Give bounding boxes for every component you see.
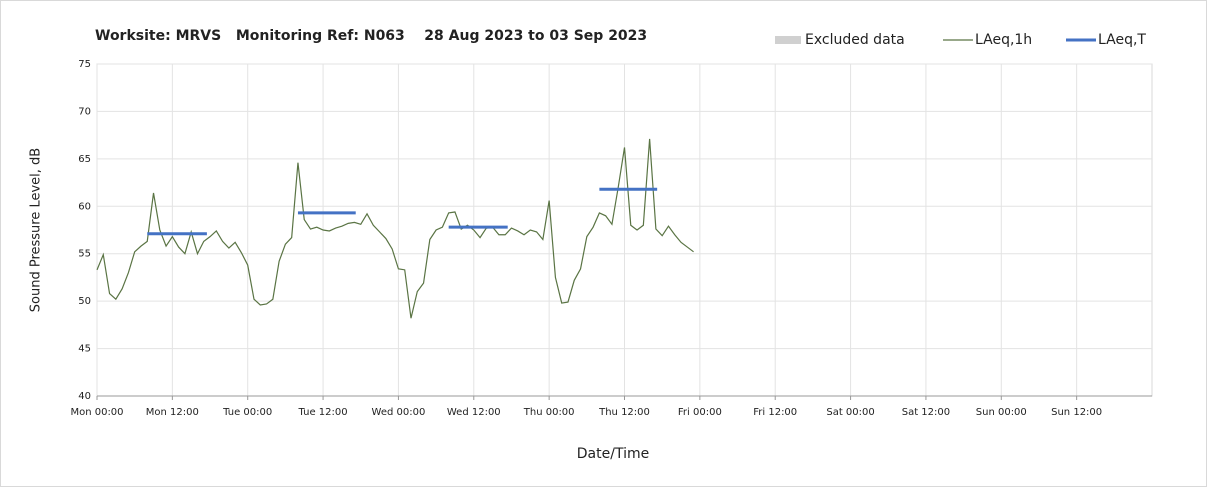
x-tick-label: Thu 00:00 <box>523 407 575 418</box>
y-tick-label: 50 <box>78 296 91 307</box>
x-tick-label: Sun 00:00 <box>976 407 1027 418</box>
y-tick-label: 40 <box>78 391 91 402</box>
x-tick-label: Wed 12:00 <box>447 407 501 418</box>
x-tick-label: Sat 00:00 <box>826 407 874 418</box>
x-axis-label: Date/Time <box>577 446 649 462</box>
x-tick-label: Sun 12:00 <box>1051 407 1102 418</box>
x-tick-label: Fri 12:00 <box>753 407 797 418</box>
legend-label: LAeq,1h <box>975 32 1032 48</box>
y-tick-label: 55 <box>78 249 91 260</box>
chart-title: Worksite: MRVS Monitoring Ref: N063 28 A… <box>95 28 647 44</box>
y-tick-label: 75 <box>78 59 91 70</box>
legend-label: Excluded data <box>805 32 905 48</box>
x-tick-label: Mon 00:00 <box>70 407 123 418</box>
y-tick-label: 65 <box>78 154 91 165</box>
x-tick-label: Sat 12:00 <box>902 407 950 418</box>
y-axis-label: Sound Pressure Level, dB <box>29 148 44 312</box>
y-tick-label: 60 <box>78 201 91 212</box>
x-tick-label: Fri 00:00 <box>678 407 722 418</box>
y-tick-label: 45 <box>78 344 91 355</box>
x-tick-label: Tue 12:00 <box>298 407 348 418</box>
data-line <box>96 138 694 319</box>
x-tick-label: Thu 12:00 <box>598 407 650 418</box>
y-tick-label: 70 <box>78 106 91 117</box>
x-tick-label: Tue 00:00 <box>222 407 272 418</box>
x-tick-label: Wed 00:00 <box>372 407 426 418</box>
x-tick-label: Mon 12:00 <box>146 407 199 418</box>
legend-label: LAeq,T <box>1098 32 1146 48</box>
legend-swatch <box>775 36 801 44</box>
